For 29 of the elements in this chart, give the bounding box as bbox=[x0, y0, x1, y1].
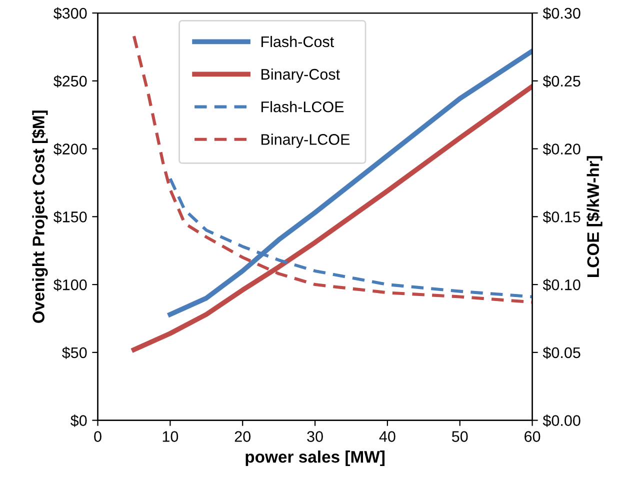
legend-label: Flash-LCOE bbox=[262, 101, 344, 112]
y2-tick-label: $0.25 bbox=[542, 75, 580, 88]
y2-tick-label: $0.30 bbox=[542, 7, 580, 20]
y-axis-title: Ovenight Project Cost [$M] bbox=[32, 110, 48, 323]
y-tick-label: $200 bbox=[54, 143, 87, 156]
x-tick-label: 50 bbox=[452, 431, 468, 442]
x-tick-label: 10 bbox=[162, 431, 178, 442]
x-tick-label: 30 bbox=[307, 431, 323, 442]
legend-label: Flash-Cost bbox=[262, 36, 334, 48]
y-tick-label: $100 bbox=[54, 278, 87, 292]
y2-axis-title: LCOE [$/kW-hr] bbox=[586, 156, 602, 277]
x-tick-label: 0 bbox=[94, 431, 102, 442]
x-tick-label: 20 bbox=[234, 431, 251, 442]
y-tick-label: $150 bbox=[54, 210, 87, 224]
x-tick-label: 40 bbox=[379, 431, 396, 442]
y-tick-label: $0 bbox=[70, 414, 87, 427]
y2-tick-label: $0.05 bbox=[542, 346, 580, 360]
y-tick-label: $250 bbox=[54, 75, 87, 88]
y-tick-label: $50 bbox=[62, 346, 87, 360]
x-axis-title: power sales [MW] bbox=[246, 450, 384, 466]
legend-label: Binary-Cost bbox=[262, 68, 340, 83]
y-tick-label: $300 bbox=[54, 7, 87, 20]
line-series bbox=[168, 48, 532, 317]
y2-tick-label: $0.10 bbox=[542, 278, 580, 292]
x-tick-label: 60 bbox=[524, 431, 540, 442]
y2-tick-label: $0.15 bbox=[542, 210, 580, 224]
y2-tick-label: $0.20 bbox=[542, 143, 580, 156]
legend-label: Binary-LCOE bbox=[262, 134, 350, 148]
y2-tick-label: $0.00 bbox=[542, 414, 580, 427]
